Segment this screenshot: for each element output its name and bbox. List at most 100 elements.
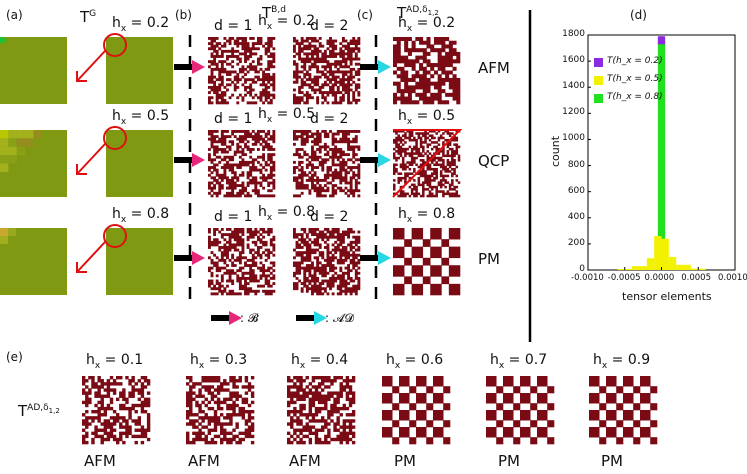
tile-cell	[397, 179, 400, 182]
tile-cell	[249, 55, 253, 58]
tile-cell	[131, 419, 135, 423]
tile-cell	[189, 413, 193, 417]
tile-cell	[323, 266, 327, 270]
tile-cell	[439, 179, 443, 182]
tile-cell	[146, 382, 151, 386]
tile-cell	[269, 37, 273, 40]
tile-cell	[244, 93, 247, 97]
tile-cell	[318, 49, 322, 53]
tile-cell	[452, 96, 457, 101]
tile-cell	[323, 83, 327, 87]
tile-cell	[352, 39, 356, 43]
tile-cell	[238, 60, 242, 64]
tile-cell	[204, 385, 208, 389]
tile-cell	[455, 174, 459, 178]
tile-cell	[426, 96, 431, 101]
tile-cell	[293, 194, 296, 198]
tile-cell	[313, 39, 317, 43]
tile-cell	[295, 233, 299, 237]
tile-cell	[348, 413, 353, 417]
tile-cell	[321, 428, 325, 432]
tile-cell	[233, 130, 237, 133]
tile-cell	[269, 55, 273, 58]
tile-cell	[233, 243, 237, 247]
tile-cell	[223, 155, 227, 159]
tile-cell	[106, 379, 111, 383]
tile-cell	[218, 160, 222, 164]
tile-cell	[186, 422, 190, 426]
tile-cell	[250, 425, 255, 429]
tile-cell	[220, 440, 224, 445]
tile-cell	[229, 376, 233, 380]
tile-cell	[341, 160, 345, 164]
tile-cell	[233, 85, 237, 89]
tile-cell	[331, 163, 335, 167]
tile-cell	[207, 406, 212, 411]
tile-cell	[456, 89, 461, 94]
tile-cell	[347, 137, 350, 141]
tile-cell	[241, 274, 245, 278]
tile-cell	[119, 406, 123, 411]
tile-cell	[336, 258, 340, 262]
tile-cell	[589, 376, 600, 387]
tile-cell	[241, 230, 245, 234]
tile-cell	[357, 47, 361, 51]
tile-cell	[445, 51, 450, 56]
tile-cell	[215, 173, 219, 177]
tile-cell	[269, 189, 273, 193]
tile-cell	[351, 397, 356, 402]
tile-cell	[241, 243, 245, 247]
tile-cell	[125, 376, 129, 380]
tile-cell	[339, 181, 343, 185]
tile-cell	[97, 376, 101, 380]
tile-cell	[267, 37, 271, 40]
tile-cell	[249, 83, 253, 87]
tile-cell	[354, 264, 358, 267]
tile-cell	[354, 243, 358, 247]
tile-cell	[399, 192, 403, 196]
tile-cell	[220, 70, 224, 74]
tile-cell	[415, 138, 418, 142]
tile-cell	[446, 138, 450, 142]
tile-cell	[426, 89, 431, 94]
tile-cell	[410, 156, 414, 160]
tile-cell	[302, 388, 306, 392]
tile-cell	[103, 382, 108, 386]
tile-cell	[446, 163, 450, 167]
tile-cell	[349, 39, 353, 43]
tile-cell	[323, 279, 327, 283]
bottom-phase-label-4: PM	[498, 452, 520, 470]
tile-cell	[537, 427, 548, 438]
tile-cell	[426, 420, 434, 428]
tile-cell	[426, 37, 431, 42]
tile-cell	[204, 434, 208, 439]
tile-cell	[269, 62, 273, 66]
tile-cell	[323, 80, 327, 84]
tile-cell	[249, 65, 253, 69]
tile-cell	[448, 185, 452, 189]
tile-cell	[246, 57, 250, 61]
tile-cell	[428, 152, 432, 155]
tile-cell	[331, 292, 335, 296]
tile-cell	[349, 230, 353, 234]
tile-cell	[419, 194, 423, 198]
tile-cell	[311, 264, 314, 267]
tile-cell	[329, 91, 332, 94]
tile-cell	[236, 276, 240, 280]
tile-cell	[106, 394, 111, 398]
tile-cell	[293, 130, 296, 133]
tile-cell	[311, 80, 314, 84]
tile-cell	[116, 416, 120, 420]
ytick-label-2: 400	[567, 211, 585, 222]
tile-cell	[300, 85, 304, 89]
tile-cell	[300, 289, 304, 293]
tile-cell	[308, 403, 313, 408]
tile-cell	[269, 238, 273, 242]
tile-cell	[293, 385, 297, 389]
tile-cell	[228, 39, 232, 43]
d2-label-2: d = 2	[310, 209, 349, 225]
tile-cell	[313, 276, 317, 280]
tile-cell	[244, 189, 247, 193]
tile-cell	[259, 91, 263, 94]
tile-cell	[226, 264, 229, 267]
